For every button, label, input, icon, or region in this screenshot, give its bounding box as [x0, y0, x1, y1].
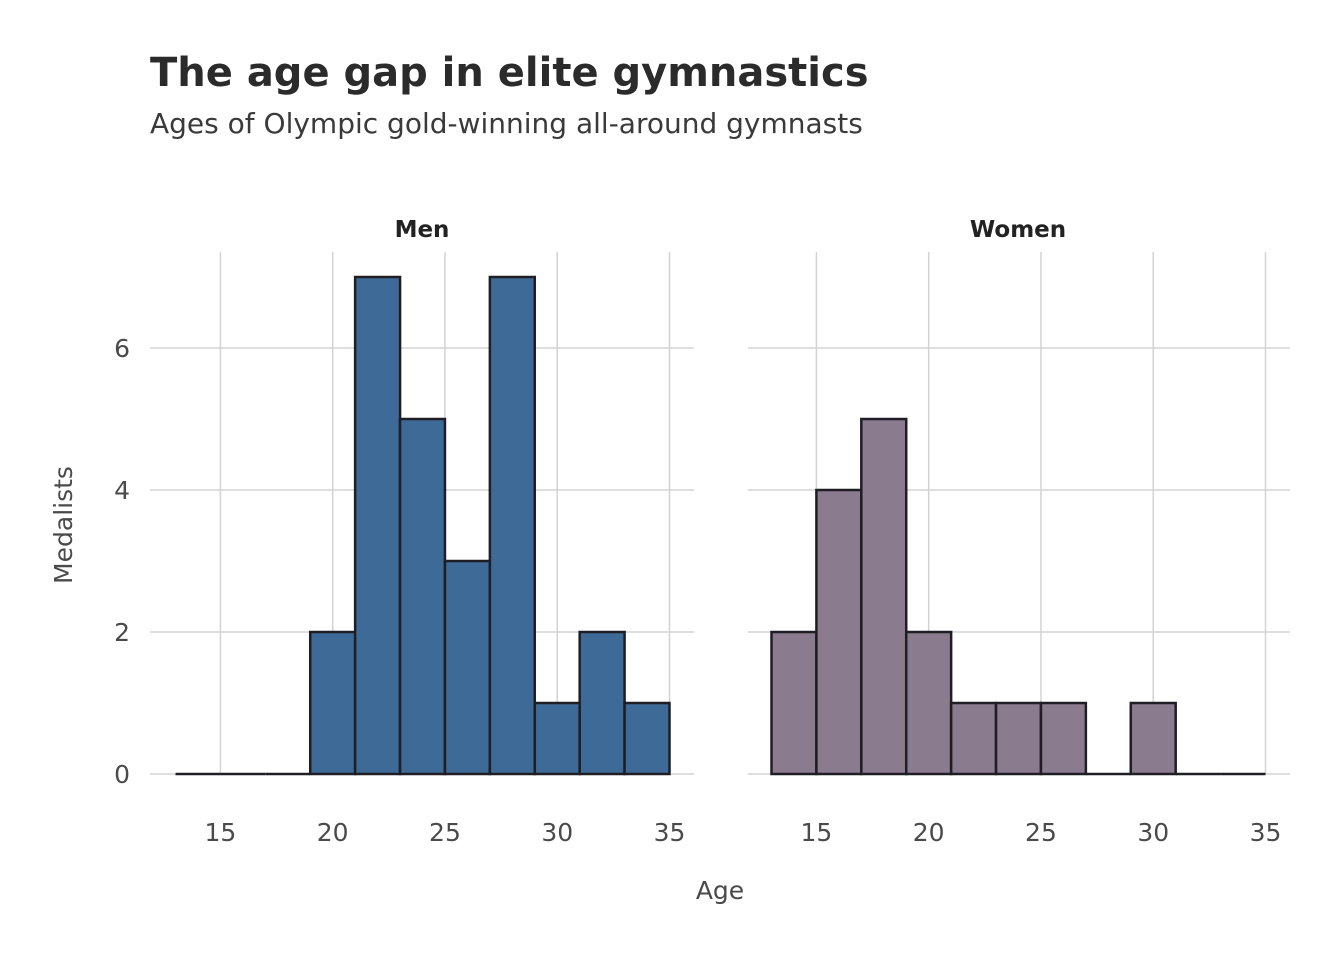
facet-panel-women: Women: [748, 217, 1290, 776]
x-tick-label: 25: [429, 818, 461, 847]
histogram-bar: [353, 275, 402, 776]
x-axis-women: 15 20 25 30 35: [801, 818, 1282, 847]
histogram-bar: [533, 701, 581, 776]
histogram-bar: [1129, 701, 1177, 776]
histogram-bar: [1039, 701, 1088, 776]
x-axis-title: Age: [696, 876, 744, 905]
y-axis: 0 2 4 6: [114, 334, 130, 789]
x-tick-label: 30: [541, 818, 573, 847]
y-axis-title: Medalists: [49, 466, 78, 584]
histogram-bar: [623, 701, 671, 776]
facet-label-women: Women: [970, 217, 1066, 243]
x-tick-label: 30: [1137, 818, 1169, 847]
y-tick-label: 4: [114, 476, 130, 505]
x-tick-label: 35: [654, 818, 686, 847]
x-tick-label: 20: [913, 818, 945, 847]
histogram-bar: [949, 701, 998, 776]
facet-label-men: Men: [395, 217, 450, 243]
histogram-bar: [488, 275, 537, 776]
histogram-bar: [860, 417, 908, 776]
histogram-bar: [904, 630, 953, 776]
x-tick-label: 15: [205, 818, 237, 847]
histogram-bar: [308, 630, 357, 776]
histogram-bar: [578, 630, 626, 776]
x-tick-label: 20: [317, 818, 349, 847]
x-axis-men: 15 20 25 30 35: [205, 818, 686, 847]
x-tick-label: 35: [1250, 818, 1282, 847]
y-tick-label: 0: [114, 760, 130, 789]
histogram-bar: [398, 417, 447, 776]
histogram-bar: [994, 701, 1043, 776]
y-tick-label: 2: [114, 618, 130, 647]
x-tick-label: 15: [801, 818, 833, 847]
y-tick-label: 6: [114, 334, 130, 363]
chart-title: The age gap in elite gymnastics: [150, 50, 869, 96]
histogram-bar: [443, 559, 492, 776]
histogram-bar: [770, 630, 818, 776]
chart-subtitle: Ages of Olympic gold-winning all-around …: [150, 107, 863, 140]
facet-panel-men: Men: [150, 217, 694, 776]
x-tick-label: 25: [1025, 818, 1057, 847]
histogram-bar: [815, 488, 863, 776]
